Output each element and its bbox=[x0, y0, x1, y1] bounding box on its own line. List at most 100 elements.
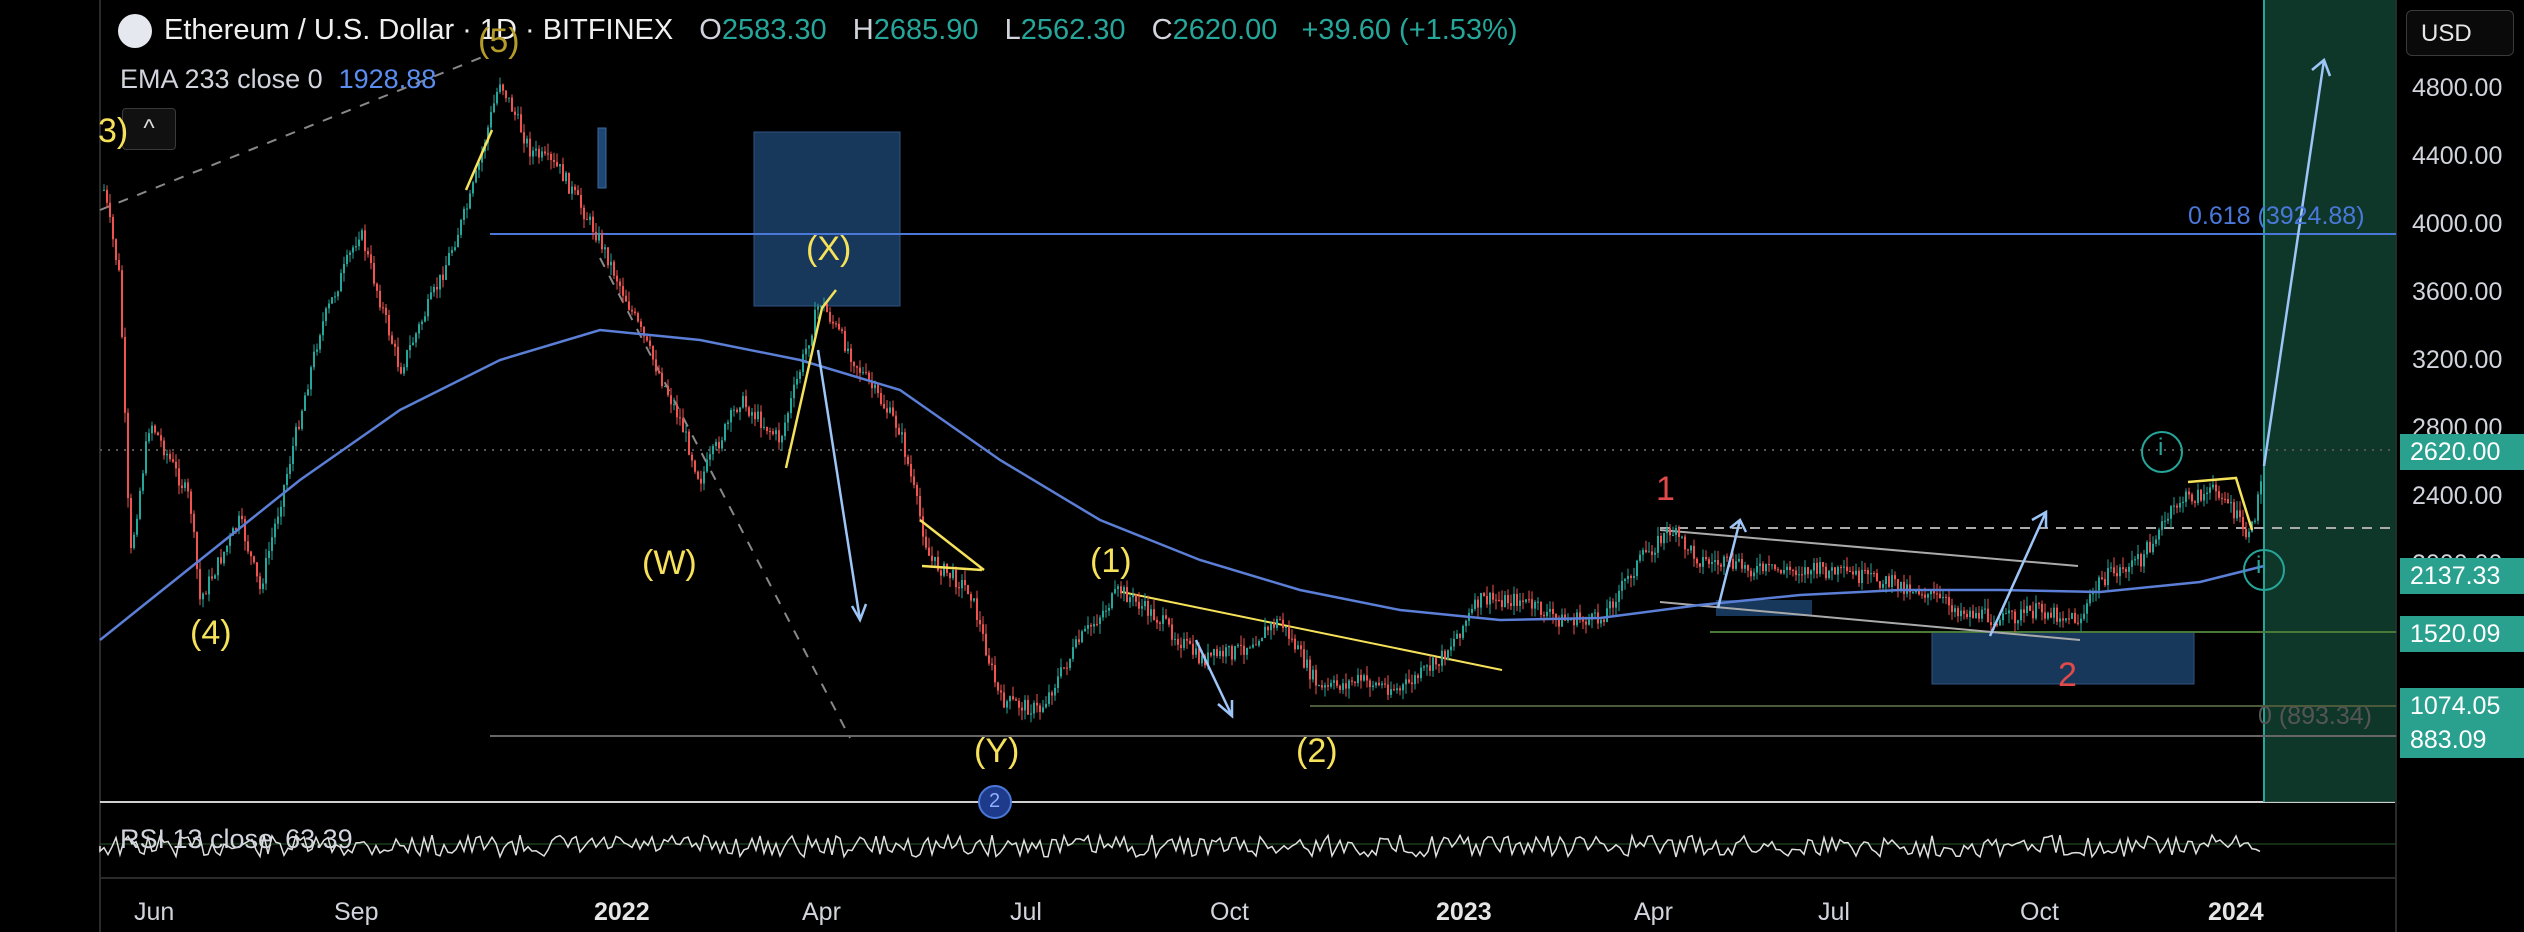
candle-body bbox=[481, 151, 483, 163]
candle-body bbox=[991, 663, 993, 666]
candle-body bbox=[1276, 619, 1278, 628]
candle-body bbox=[748, 407, 750, 416]
candle-body bbox=[1603, 619, 1605, 622]
candle-body bbox=[754, 412, 756, 420]
candle-body bbox=[880, 392, 882, 404]
candle-body bbox=[400, 367, 402, 374]
candle-body bbox=[913, 476, 915, 485]
candle-body bbox=[1138, 601, 1140, 609]
candle-body bbox=[1663, 533, 1665, 544]
candle-body bbox=[916, 484, 918, 496]
candle-body bbox=[661, 372, 663, 387]
candle-body bbox=[601, 233, 603, 250]
candle-body bbox=[1618, 590, 1620, 602]
candle-body bbox=[1432, 657, 1434, 671]
close-value: 2620.00 bbox=[1172, 14, 1278, 46]
candle-body bbox=[514, 111, 516, 115]
rsi-legend[interactable]: RSI 13 close 63.39 bbox=[120, 824, 353, 855]
candle-body bbox=[1675, 528, 1677, 535]
candle-body bbox=[325, 308, 327, 322]
candle-body bbox=[1366, 675, 1368, 681]
candle-body bbox=[301, 410, 303, 429]
candle-body bbox=[2257, 494, 2259, 521]
wave-5-label: (5) bbox=[478, 22, 520, 60]
candle-body bbox=[1687, 549, 1689, 551]
level-1520-badge: 1520.09 bbox=[2400, 616, 2524, 652]
candle-body bbox=[694, 460, 696, 472]
candle-body bbox=[1696, 558, 1698, 564]
candle-body bbox=[616, 275, 618, 282]
candle-body bbox=[658, 371, 660, 373]
candle-body bbox=[460, 219, 462, 235]
candle-body bbox=[1180, 644, 1182, 648]
candle-body bbox=[2179, 502, 2181, 508]
candle-body bbox=[1786, 566, 1788, 571]
candle-body bbox=[1579, 612, 1581, 620]
fib-0-label: 0 (893.34) bbox=[2258, 702, 2372, 730]
candle-body bbox=[1747, 565, 1749, 571]
candle-body bbox=[547, 153, 549, 155]
candle-body bbox=[1456, 633, 1458, 639]
candle-body bbox=[526, 138, 528, 144]
candle-body bbox=[265, 557, 267, 584]
time-tick: Jul bbox=[1010, 898, 1042, 926]
candle-body bbox=[1627, 575, 1629, 580]
candle-body bbox=[1777, 569, 1779, 571]
candle-body bbox=[1525, 599, 1527, 602]
candle-body bbox=[1261, 637, 1263, 642]
candle-body bbox=[2182, 501, 2184, 503]
candle-body bbox=[631, 309, 633, 312]
symbol-title[interactable]: Ethereum / U.S. Dollar · 1D · BITFINEX bbox=[164, 14, 674, 46]
candle-body bbox=[442, 274, 444, 280]
candle-body bbox=[253, 556, 255, 563]
candle-body bbox=[1399, 688, 1401, 691]
candle-body bbox=[1189, 640, 1191, 644]
candle-body bbox=[1690, 545, 1692, 551]
circle-2-marker bbox=[978, 785, 1012, 819]
candle-body bbox=[1270, 623, 1272, 631]
candle-body bbox=[190, 491, 192, 514]
candle-body bbox=[490, 112, 492, 128]
candle-body bbox=[655, 359, 657, 372]
candle-body bbox=[949, 572, 951, 579]
candle-body bbox=[1414, 675, 1416, 685]
candle-body bbox=[763, 426, 765, 428]
candle-body bbox=[2233, 502, 2235, 519]
candle-body bbox=[310, 367, 312, 390]
candle-body bbox=[2143, 554, 2145, 567]
candle-body bbox=[2062, 618, 2064, 621]
time-tick: Jun bbox=[134, 898, 175, 926]
candle-body bbox=[910, 464, 912, 477]
candle-body bbox=[784, 422, 786, 437]
candle-body bbox=[1090, 624, 1092, 627]
candle-body bbox=[2173, 505, 2175, 507]
candle-body bbox=[1867, 570, 1869, 575]
time-tick: 2023 bbox=[1436, 898, 1492, 926]
candle-body bbox=[1408, 679, 1410, 683]
candle-body bbox=[1501, 600, 1503, 607]
candle-body bbox=[1069, 658, 1071, 669]
candle-body bbox=[1654, 552, 1656, 555]
candle-body bbox=[2023, 609, 2025, 613]
candle-body bbox=[664, 385, 666, 387]
candlestick-series bbox=[103, 77, 2262, 723]
candle-body bbox=[871, 381, 873, 389]
candle-body bbox=[1594, 612, 1596, 614]
candle-body bbox=[1885, 576, 1887, 585]
collapse-legend-button[interactable]: ^ bbox=[122, 108, 176, 150]
candle-body bbox=[358, 239, 360, 247]
time-tick: Apr bbox=[1634, 898, 1673, 926]
time-tick: Oct bbox=[1210, 898, 1249, 926]
currency-button[interactable]: USD bbox=[2406, 10, 2514, 56]
ema-legend[interactable]: EMA 233 close 0 1928.88 bbox=[120, 64, 436, 95]
candle-body bbox=[1978, 612, 1980, 619]
candle-body bbox=[907, 456, 909, 465]
candle-body bbox=[1987, 608, 1989, 623]
candle-body bbox=[2224, 498, 2226, 500]
wave-x-label: (X) bbox=[806, 230, 852, 268]
candle-body bbox=[2047, 612, 2049, 619]
candle-body bbox=[454, 247, 456, 251]
candle-body bbox=[1693, 545, 1695, 559]
candle-body bbox=[322, 321, 324, 336]
